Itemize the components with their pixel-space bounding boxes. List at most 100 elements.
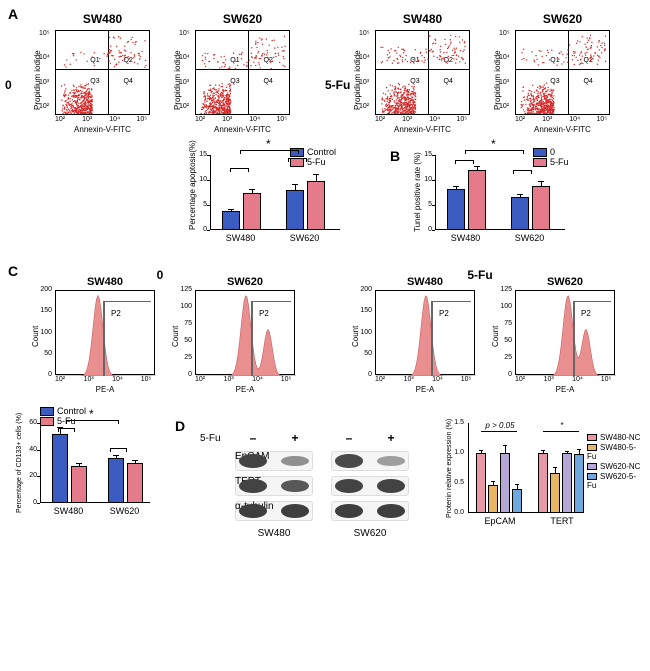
histo-title: SW620: [195, 276, 295, 288]
tick: 0: [357, 371, 372, 378]
bar: [500, 453, 510, 513]
tick: 10⁵: [461, 376, 472, 383]
lane-label: –: [331, 431, 367, 445]
bar: [286, 190, 304, 230]
tick: 10⁵: [141, 376, 152, 383]
gate-label: P2: [581, 309, 591, 318]
tick: 10⁵: [596, 116, 607, 123]
bar: [538, 453, 548, 513]
row-label-5fu: 5-Fu: [325, 78, 350, 92]
tick: 0: [177, 371, 192, 378]
group-label: SW480: [442, 233, 489, 243]
histo-title: SW620: [515, 276, 615, 288]
wb-band: [335, 504, 363, 518]
panel-a-barchart: 051015SW480SW620Control5-Fu* Percentage …: [180, 150, 360, 250]
tick: 50: [37, 350, 52, 357]
tick: 10⁴: [109, 116, 120, 123]
lane-label: –: [235, 431, 271, 445]
tick: 10⁵: [359, 30, 370, 37]
scatter-plot: Q1Q2Q3Q4: [515, 30, 610, 115]
tick: 10⁴: [252, 376, 263, 383]
tick: 10⁴: [569, 116, 580, 123]
wb-band: [377, 456, 405, 466]
tick: 0: [497, 371, 512, 378]
tick: 125: [177, 286, 192, 293]
group-label: SW620: [103, 506, 146, 516]
tick: 100: [497, 303, 512, 310]
tick: 10⁴: [432, 376, 443, 383]
lane-label: +: [373, 431, 409, 445]
histogram: P2: [515, 290, 615, 375]
histo-title: SW480: [375, 276, 475, 288]
tick: 10³: [544, 376, 554, 383]
tick: 10⁴: [572, 376, 583, 383]
group-label: SW620: [281, 233, 328, 243]
wb-band: [377, 504, 405, 518]
ylabel: Count: [351, 325, 360, 346]
tick: 10²: [375, 376, 385, 383]
tick: 20: [22, 472, 37, 479]
wb-band: [377, 479, 405, 493]
tick: 10⁵: [276, 116, 287, 123]
tick: 10⁴: [429, 116, 440, 123]
legend-item: 5-Fu: [533, 157, 569, 167]
legend-item: Control: [290, 147, 336, 157]
bar: [476, 453, 486, 513]
tick: 10³: [404, 376, 414, 383]
bar: [550, 473, 560, 513]
bar: [127, 463, 143, 503]
group-label: SW620: [506, 233, 553, 243]
lane-label: +: [277, 431, 313, 445]
tick: 10²: [515, 116, 525, 123]
ylabel: Count: [171, 325, 180, 346]
legend-item: Control: [40, 406, 86, 416]
tick: 10³: [84, 376, 94, 383]
tick: 25: [497, 354, 512, 361]
wb-band: [281, 456, 309, 466]
bar: [307, 181, 325, 230]
bar: [532, 186, 550, 231]
sig-star: *: [89, 407, 94, 421]
wb-band: [239, 479, 267, 493]
xlabel: Annexin-V-FITC: [55, 125, 150, 134]
tick: 10²: [195, 376, 205, 383]
tick: 200: [357, 286, 372, 293]
gate-label: P2: [111, 309, 121, 318]
xlabel: PE-A: [375, 385, 475, 394]
legend: SW480-NCSW480-5-FuSW620-NCSW620-5-Fu: [587, 433, 645, 491]
ylabel: Propidium iodide: [33, 50, 42, 110]
tick: 10⁵: [136, 116, 147, 123]
tick: 150: [357, 307, 372, 314]
tick: 10⁵: [281, 376, 292, 383]
ylabel: Count: [491, 325, 500, 346]
bar: [243, 193, 261, 231]
ylabel: Propidium iodide: [353, 50, 362, 110]
bar: [108, 458, 124, 503]
cell-label: SW620: [331, 528, 409, 539]
tick: 10²: [55, 376, 65, 383]
bar: [52, 434, 68, 503]
bar: [511, 197, 529, 231]
sig-star: *: [266, 137, 271, 151]
xlabel: Annexin-V-FITC: [195, 125, 290, 134]
wb-band: [239, 504, 267, 518]
scatter-title: SW620: [515, 12, 610, 26]
scatter-plot: Q1Q2Q3Q4: [195, 30, 290, 115]
tick: 125: [497, 286, 512, 293]
scatter-plot: Q1Q2Q3Q4: [55, 30, 150, 115]
tick: 10²: [195, 116, 205, 123]
group-label: SW480: [217, 233, 264, 243]
bar: [512, 489, 522, 513]
tick: 10²: [375, 116, 385, 123]
xlabel: PE-A: [195, 385, 295, 394]
tick: 10²: [55, 116, 65, 123]
tick: 200: [37, 286, 52, 293]
tick: 10³: [222, 116, 232, 123]
legend: Control5-Fu: [40, 406, 86, 426]
tick: 150: [37, 307, 52, 314]
histo-title: SW480: [55, 276, 155, 288]
tick: 40: [22, 446, 37, 453]
tick: 10³: [224, 376, 234, 383]
panel-c-label: C: [8, 263, 18, 279]
bar: [468, 170, 486, 230]
